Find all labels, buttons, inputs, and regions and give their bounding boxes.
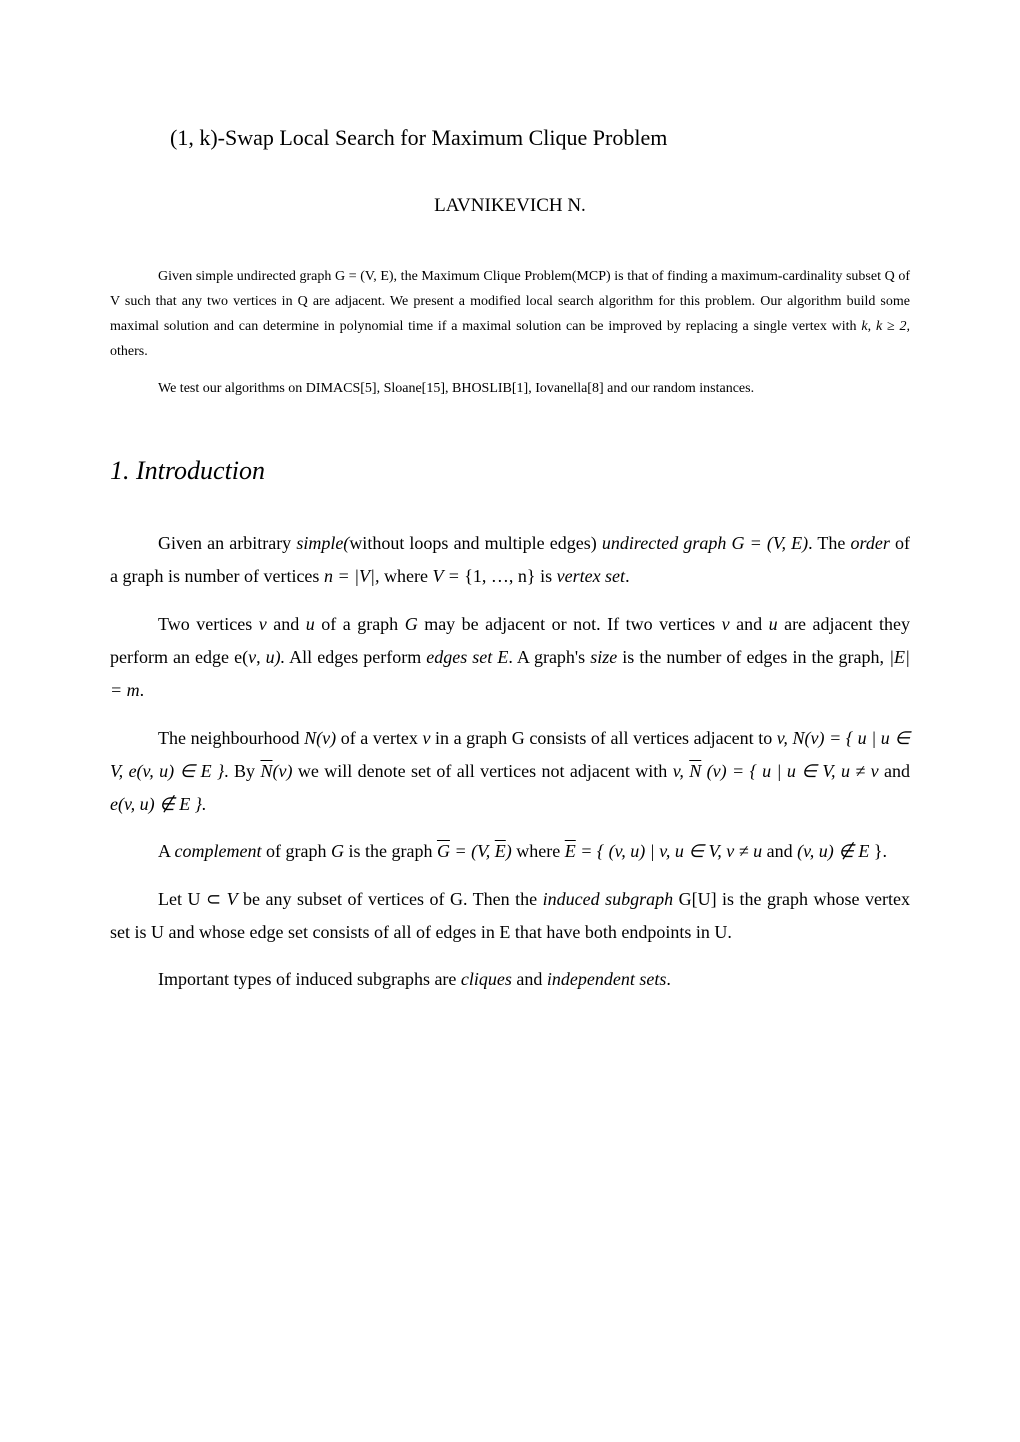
abstract-text-1a: Given simple undirected graph G = (V, E)… <box>110 269 910 334</box>
p4-Gbar: G <box>437 841 450 861</box>
p1-undirected: undirected graph G = (V, E) <box>602 533 808 553</box>
p2-u3: u). <box>266 647 286 667</box>
p3-Nv2: (v) <box>272 761 292 781</box>
abstract-text-1c: others. <box>110 344 148 359</box>
p5-a: Let U ⊂ <box>158 889 227 909</box>
p2-d: may be adjacent or not. If two vertices <box>424 614 721 634</box>
p4-e: where <box>512 841 565 861</box>
p2-i: . A graph's <box>508 647 590 667</box>
paper-title: (1, k)-Swap Local Search for Maximum Cli… <box>170 120 910 155</box>
p6-a: Important types of induced subgraphs are <box>158 969 461 989</box>
p3-f: and <box>884 761 910 781</box>
p1-f: {1, …, n} is <box>464 566 556 586</box>
p6-b: and <box>512 969 547 989</box>
p4-Ebar: E <box>495 841 506 861</box>
p4-vu2: (v, u) ∉ E <box>797 841 874 861</box>
p3-Nv: N(v) <box>304 728 336 748</box>
author-name: LAVNIKEVICH N. <box>110 191 910 221</box>
p3-Nv3: (v) = { u | u ∈ V, u ≠ v <box>701 761 884 781</box>
p1-simple: simple( <box>296 533 349 553</box>
p2-v3: v <box>248 647 256 667</box>
p2-u2: u <box>769 614 778 634</box>
p3-c: in a graph G consists of all vertices ad… <box>430 728 776 748</box>
body-para-3: The neighbourhood N(v) of a vertex v in … <box>110 722 910 822</box>
body-para-2: Two vertices v and u of a graph G may be… <box>110 608 910 708</box>
p3-d: . By <box>224 761 260 781</box>
body-para-5: Let U ⊂ V be any subset of vertices of G… <box>110 883 910 950</box>
p4-f: = { <box>576 841 609 861</box>
p4-a: A <box>158 841 175 861</box>
p5-V: V <box>227 889 238 909</box>
p2-v2: v <box>722 614 730 634</box>
p6-independent: independent sets <box>547 969 666 989</box>
p3-a: The neighbourhood <box>158 728 304 748</box>
p1-c: . The <box>808 533 850 553</box>
body-para-6: Important types of induced subgraphs are… <box>110 963 910 996</box>
p1-e: where <box>379 566 432 586</box>
p4-g: and <box>767 841 798 861</box>
p5-b: be any subset of vertices of G. Then the <box>238 889 543 909</box>
p2-u: u <box>306 614 315 634</box>
p4-c: is the graph <box>348 841 436 861</box>
p3-Nbar: N <box>260 761 272 781</box>
p4-vu: (v, u) | v, u ∈ V, v ≠ u <box>609 841 767 861</box>
p4-Ebar2: E <box>565 841 576 861</box>
p2-g: , <box>256 647 266 667</box>
p1-order: order <box>851 533 890 553</box>
p2-edges-set: edges set E <box>426 647 508 667</box>
p4-eq: = (V, <box>450 841 495 861</box>
p6-c: . <box>666 969 671 989</box>
p2-j: is the number of edges in the graph, <box>617 647 889 667</box>
p2-G: G <box>405 614 425 634</box>
p1-vertex-set: vertex set <box>557 566 625 586</box>
abstract-k2: k ≥ 2, <box>876 319 910 334</box>
abstract-text-1b: , <box>868 319 876 334</box>
p2-v: v <box>259 614 267 634</box>
p1-g: . <box>625 566 630 586</box>
p1-a: Given an arbitrary <box>158 533 296 553</box>
p3-ev: e(v, u) ∉ E }. <box>110 794 207 814</box>
abstract-para-1: Given simple undirected graph G = (V, E)… <box>110 264 910 365</box>
body-para-4: A complement of graph G is the graph G =… <box>110 835 910 868</box>
p4-b: of graph <box>261 841 330 861</box>
p2-h: All edges perform <box>285 647 426 667</box>
p6-cliques: cliques <box>461 969 512 989</box>
p3-v3: v, <box>673 761 690 781</box>
p2-a: Two vertices <box>158 614 259 634</box>
abstract-para-2: We test our algorithms on DIMACS[5], Slo… <box>110 376 910 401</box>
p2-size: size <box>590 647 617 667</box>
p2-b: and <box>267 614 306 634</box>
p4-G: G <box>331 841 349 861</box>
p5-induced: induced subgraph <box>543 889 673 909</box>
p3-b: of a vertex <box>336 728 422 748</box>
p2-e: and <box>730 614 769 634</box>
p3-e: we will denote set of all vertices not a… <box>292 761 672 781</box>
section-1-heading: 1. Introduction <box>110 450 910 492</box>
p2-k: . <box>140 680 145 700</box>
body-para-1: Given an arbitrary simple(without loops … <box>110 527 910 594</box>
p4-h: }. <box>874 841 887 861</box>
p1-V-eq: V = <box>432 566 464 586</box>
p1-n-eq: n = |V|, <box>324 566 380 586</box>
p2-c: of a graph <box>315 614 405 634</box>
p1-b: without loops and multiple edges) <box>349 533 602 553</box>
p3-Nbar2: N <box>689 761 701 781</box>
p4-complement: complement <box>175 841 262 861</box>
